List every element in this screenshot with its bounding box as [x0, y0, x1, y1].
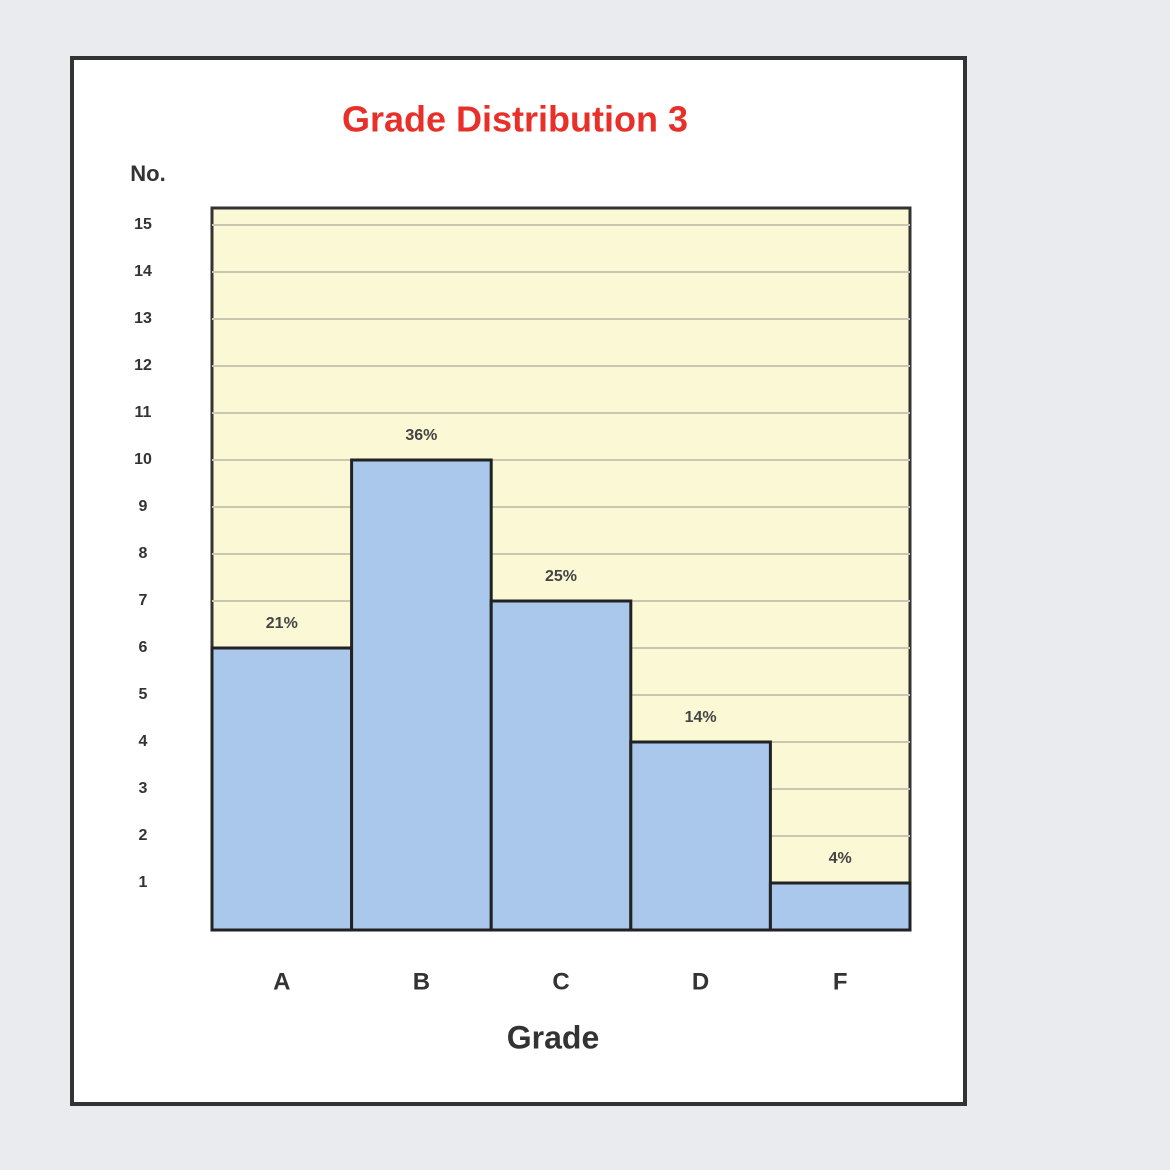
bar [350, 458, 493, 932]
y-tick-label: 11 [135, 404, 152, 421]
bar [768, 881, 912, 932]
y-tick-label: 6 [139, 639, 148, 656]
y-tick-label: 7 [139, 592, 148, 609]
y-tick-label: 9 [139, 498, 148, 515]
x-tick-label: F [833, 968, 848, 995]
y-tick-label: 8 [139, 545, 148, 562]
y-tick-label: 5 [139, 686, 148, 703]
x-tick-label: D [692, 968, 709, 995]
bar [210, 646, 354, 932]
percent-label: 14% [685, 709, 717, 726]
y-tick-label: 2 [139, 827, 148, 844]
y-tick-label: 14 [134, 263, 152, 280]
x-tick-label: B [413, 968, 430, 995]
chart-title: Grade Distribution 3 [342, 99, 688, 140]
percent-label: 21% [266, 615, 298, 632]
percent-label: 4% [829, 850, 852, 867]
y-tick-label: 12 [134, 357, 152, 374]
y-tick-label: 10 [134, 451, 152, 468]
x-axis-label: Grade [507, 1019, 599, 1055]
x-tick-label: A [273, 968, 290, 995]
bar [489, 599, 633, 932]
y-tick-label: 15 [134, 216, 152, 233]
y-axis-label: No. [130, 161, 165, 186]
x-tick-label: C [552, 968, 569, 995]
percent-label: 36% [405, 427, 437, 444]
y-tick-label: 1 [139, 874, 148, 891]
y-tick-label: 3 [139, 780, 148, 797]
y-tick-label: 4 [139, 733, 148, 750]
percent-label: 25% [545, 568, 577, 585]
y-tick-label: 13 [134, 310, 152, 327]
bar [629, 740, 772, 932]
